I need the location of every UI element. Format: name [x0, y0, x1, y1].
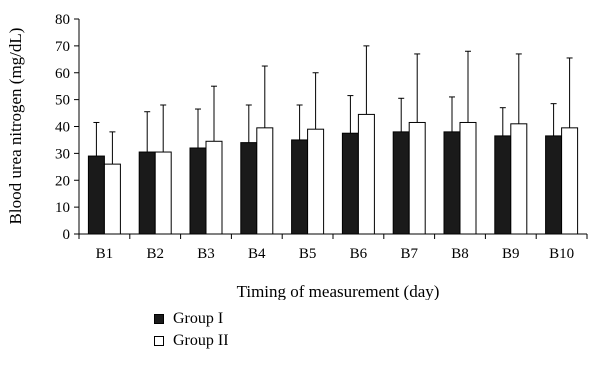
x-axis-label: Timing of measurement (day) [237, 282, 440, 300]
y-tick-label: 40 [55, 120, 70, 136]
bar-group-2-b5 [307, 128, 325, 235]
bar-group-1-b2 [138, 151, 156, 235]
bar-group-1-b8 [443, 131, 461, 235]
bar-group-1-b7 [392, 131, 410, 235]
legend-label-group-2: Group II [173, 332, 229, 349]
legend-swatch-group-1 [154, 314, 164, 324]
legend-item-group-1: Group I [154, 308, 229, 330]
x-tick-label: B2 [146, 246, 164, 262]
bar-group-2-b3 [205, 140, 223, 235]
bars [87, 45, 579, 235]
y-tick-label: 80 [55, 12, 70, 28]
bar-group-1-b5 [291, 139, 309, 235]
x-tick-label: B3 [197, 246, 215, 262]
bar-group-2-b4 [256, 127, 274, 235]
x-tick-label: B1 [96, 246, 114, 262]
y-tick-label: 60 [55, 66, 70, 82]
x-tick-label: B10 [549, 246, 574, 262]
bar-group-1-b3 [189, 147, 207, 235]
y-tick-label: 20 [55, 173, 70, 189]
bar-group-2-b2 [154, 151, 172, 235]
bar-group-2-b8 [459, 121, 477, 235]
y-tick-label: 10 [55, 200, 70, 216]
legend-label-group-1: Group I [173, 310, 224, 327]
legend-item-group-2: Group II [154, 330, 229, 352]
bar-group-1-b10 [545, 135, 563, 235]
x-tick-label: B5 [299, 246, 317, 262]
bar-group-2-b7 [408, 121, 426, 235]
x-axis-ticks: B1 B2 B3 B4 B5 B6 B7 B8 B9 B10 [78, 234, 588, 262]
legend-swatch-group-2 [154, 336, 164, 346]
y-tick-label: 30 [55, 146, 70, 162]
y-axis-ticks: 0 10 20 30 40 50 60 70 80 [55, 12, 79, 243]
bar-group-1-b1 [87, 155, 105, 235]
bar-group-2-b1 [103, 163, 121, 235]
y-tick-label: 70 [55, 39, 70, 55]
x-tick-label: B8 [451, 246, 469, 262]
x-tick-label: B9 [502, 246, 520, 262]
bar-group-1-b6 [341, 132, 359, 235]
y-tick-label: 50 [55, 93, 70, 109]
x-tick-label: B7 [400, 246, 418, 262]
x-tick-label: B6 [350, 246, 368, 262]
x-tick-label: B4 [248, 246, 266, 262]
y-tick-label: 0 [63, 227, 71, 243]
bar-group-2-b10 [561, 127, 579, 235]
bar-group-2-b6 [357, 113, 375, 235]
legend: Group I Group II [154, 308, 229, 352]
bar-group-2-b9 [510, 123, 528, 235]
y-axis-label: Blood urea nitrogen (mg/dL) [6, 28, 25, 225]
bar-group-1-b9 [494, 135, 512, 235]
bar-group-1-b4 [240, 142, 258, 235]
